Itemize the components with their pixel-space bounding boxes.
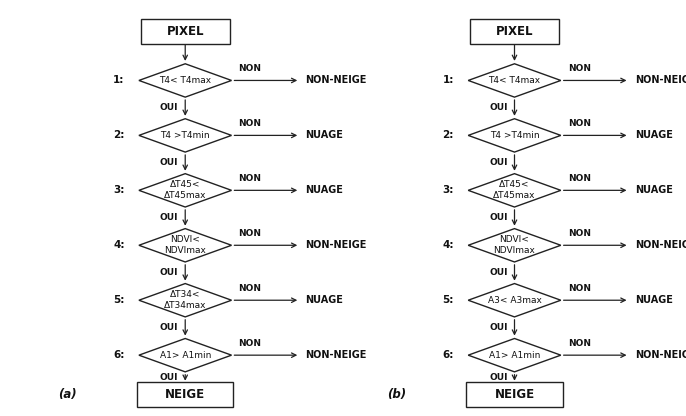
Text: NON: NON	[567, 174, 591, 183]
Text: NON-NEIGE: NON-NEIGE	[306, 240, 367, 250]
Text: NON: NON	[239, 339, 261, 348]
Text: NON: NON	[567, 64, 591, 73]
Text: 2:: 2:	[113, 130, 125, 140]
Polygon shape	[139, 119, 232, 152]
Text: NEIGE: NEIGE	[165, 388, 205, 401]
Text: NDVI<
NDVImax: NDVI< NDVImax	[164, 235, 206, 255]
Text: 4:: 4:	[113, 240, 125, 250]
Polygon shape	[468, 173, 560, 207]
Text: NON: NON	[239, 119, 261, 128]
Text: OUI: OUI	[489, 373, 508, 382]
FancyBboxPatch shape	[141, 19, 230, 44]
Text: OUI: OUI	[160, 158, 178, 167]
Text: NUAGE: NUAGE	[306, 186, 344, 196]
Text: NON-NEIGE: NON-NEIGE	[635, 240, 686, 250]
Text: T4 >T4min: T4 >T4min	[161, 131, 210, 140]
Polygon shape	[468, 64, 560, 97]
FancyBboxPatch shape	[137, 381, 233, 407]
Text: OUI: OUI	[160, 373, 178, 382]
Text: NUAGE: NUAGE	[635, 130, 673, 140]
Text: PIXEL: PIXEL	[496, 25, 533, 38]
Text: NUAGE: NUAGE	[306, 130, 344, 140]
Text: T4< T4max: T4< T4max	[159, 76, 211, 85]
Text: OUI: OUI	[489, 268, 508, 277]
Text: 6:: 6:	[113, 350, 125, 360]
Text: OUI: OUI	[489, 104, 508, 112]
Text: NON-NEIGE: NON-NEIGE	[635, 75, 686, 85]
Text: OUI: OUI	[489, 213, 508, 222]
Text: PIXEL: PIXEL	[167, 25, 204, 38]
Text: 4:: 4:	[442, 240, 454, 250]
Text: A1> A1min: A1> A1min	[489, 351, 540, 360]
Text: OUI: OUI	[160, 268, 178, 277]
Polygon shape	[468, 284, 560, 317]
Text: NON: NON	[567, 284, 591, 293]
Text: 2:: 2:	[442, 130, 454, 140]
Text: OUI: OUI	[489, 158, 508, 167]
Polygon shape	[468, 229, 560, 262]
Text: ΔT34<
ΔT34max: ΔT34< ΔT34max	[164, 290, 206, 310]
Text: NUAGE: NUAGE	[306, 295, 344, 305]
Polygon shape	[139, 64, 232, 97]
Polygon shape	[139, 173, 232, 207]
Text: NEIGE: NEIGE	[495, 388, 534, 401]
FancyBboxPatch shape	[466, 381, 563, 407]
Text: OUI: OUI	[160, 323, 178, 332]
Text: NON-NEIGE: NON-NEIGE	[635, 350, 686, 360]
Text: 6:: 6:	[442, 350, 454, 360]
Text: OUI: OUI	[160, 104, 178, 112]
Text: 5:: 5:	[113, 295, 125, 305]
Text: 1:: 1:	[113, 75, 125, 85]
Text: ΔT45<
ΔT45max: ΔT45< ΔT45max	[493, 180, 536, 201]
Text: NON: NON	[239, 229, 261, 238]
Text: OUI: OUI	[489, 323, 508, 332]
Text: NON: NON	[239, 174, 261, 183]
Text: NON: NON	[567, 119, 591, 128]
Text: (a): (a)	[58, 388, 78, 401]
Polygon shape	[139, 339, 232, 372]
Polygon shape	[139, 284, 232, 317]
Text: (b): (b)	[388, 388, 406, 401]
Text: 5:: 5:	[442, 295, 454, 305]
Text: 1:: 1:	[442, 75, 454, 85]
Text: NUAGE: NUAGE	[635, 295, 673, 305]
Text: 3:: 3:	[442, 186, 454, 196]
Text: OUI: OUI	[160, 213, 178, 222]
FancyBboxPatch shape	[470, 19, 559, 44]
Text: T4< T4max: T4< T4max	[488, 76, 541, 85]
Text: NON: NON	[567, 229, 591, 238]
Text: A1> A1min: A1> A1min	[160, 351, 211, 360]
Polygon shape	[468, 119, 560, 152]
Text: NON-NEIGE: NON-NEIGE	[306, 75, 367, 85]
Text: NUAGE: NUAGE	[635, 186, 673, 196]
Text: NON-NEIGE: NON-NEIGE	[306, 350, 367, 360]
Text: NON: NON	[567, 339, 591, 348]
Polygon shape	[468, 339, 560, 372]
Text: ΔT45<
ΔT45max: ΔT45< ΔT45max	[164, 180, 206, 201]
Polygon shape	[139, 229, 232, 262]
Text: NDVI<
NDVImax: NDVI< NDVImax	[493, 235, 536, 255]
Text: NON: NON	[239, 284, 261, 293]
Text: A3< A3max: A3< A3max	[488, 296, 541, 305]
Text: 3:: 3:	[113, 186, 125, 196]
Text: NON: NON	[239, 64, 261, 73]
Text: T4 >T4min: T4 >T4min	[490, 131, 539, 140]
